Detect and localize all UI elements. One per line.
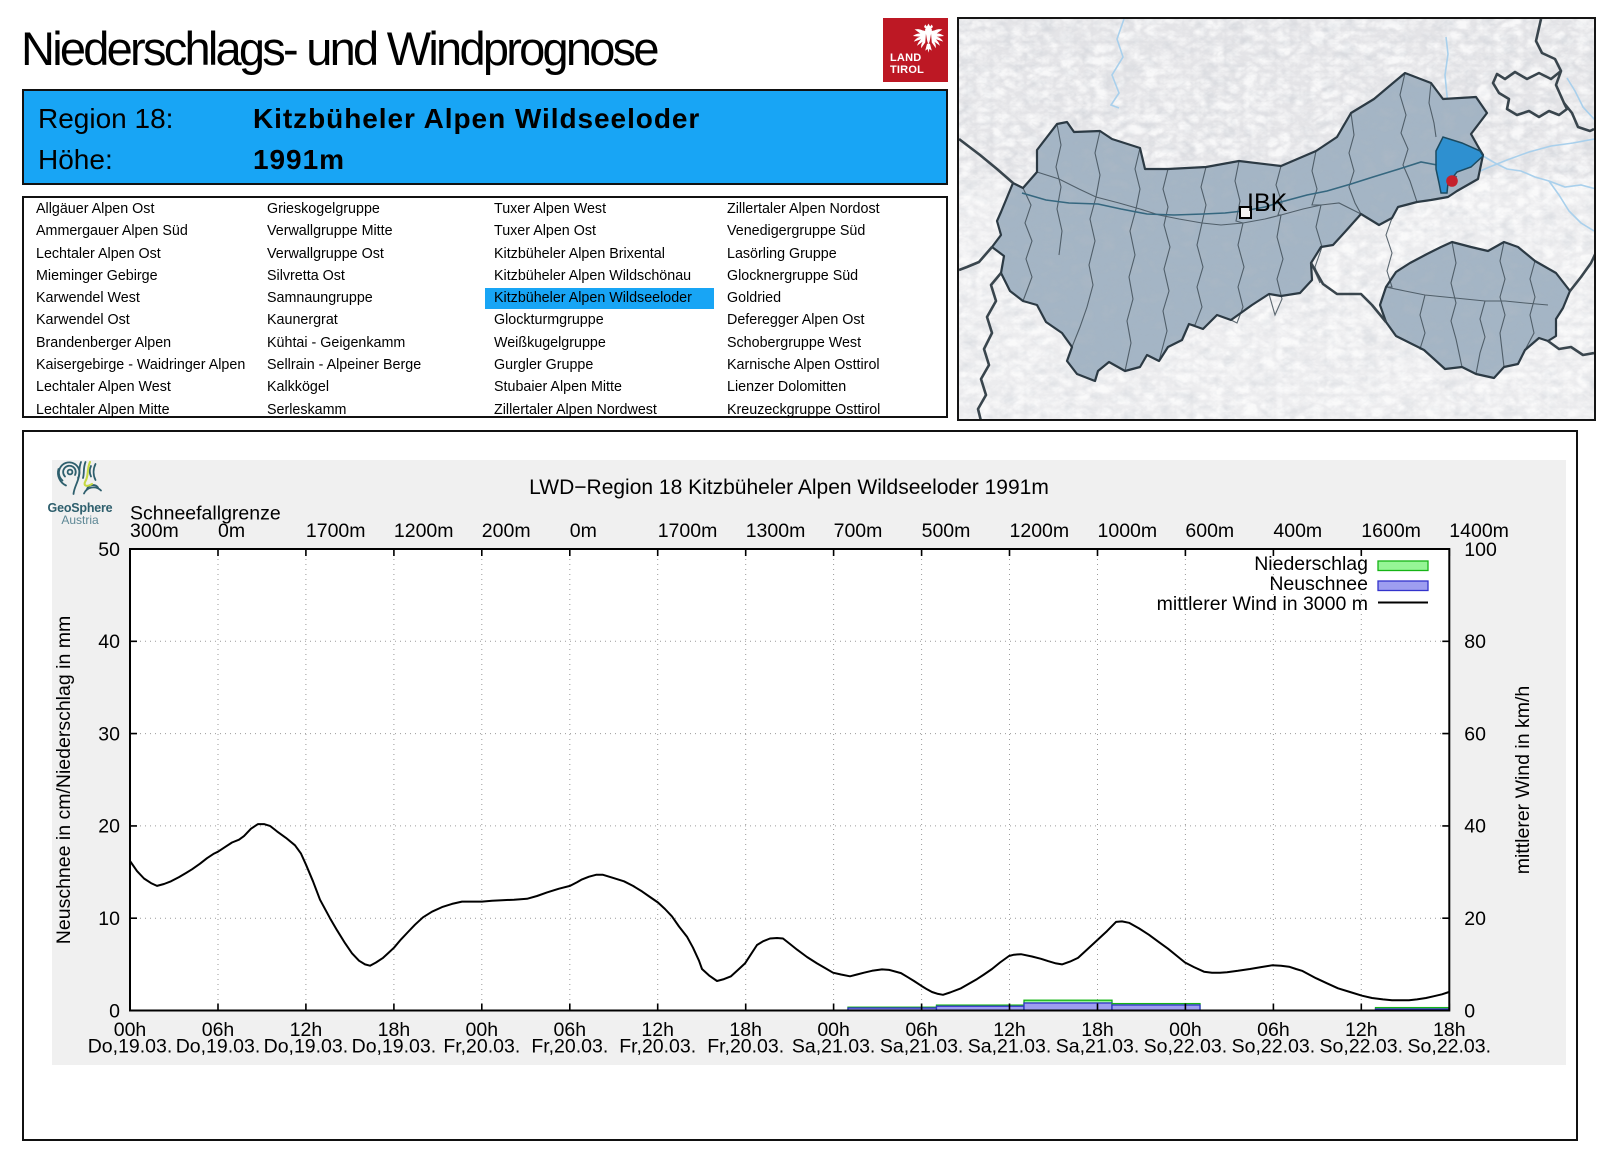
- svg-text:200m: 200m: [482, 520, 531, 542]
- svg-text:Do,19.03.: Do,19.03.: [264, 1036, 349, 1058]
- svg-text:1600m: 1600m: [1361, 520, 1421, 542]
- svg-text:Austria: Austria: [61, 513, 99, 527]
- svg-text:600m: 600m: [1185, 520, 1234, 542]
- svg-text:Neuschnee in cm/Niederschlag i: Neuschnee in cm/Niederschlag in mm: [53, 616, 75, 944]
- svg-text:00h: 00h: [1169, 1019, 1202, 1041]
- svg-text:1400m: 1400m: [1449, 520, 1509, 542]
- svg-text:12h: 12h: [1345, 1019, 1378, 1041]
- svg-text:00h: 00h: [466, 1019, 499, 1041]
- svg-text:Sa,21.03.: Sa,21.03.: [1056, 1036, 1139, 1058]
- svg-text:So,22.03.: So,22.03.: [1408, 1036, 1491, 1058]
- svg-text:12h: 12h: [641, 1019, 674, 1041]
- svg-text:300m: 300m: [130, 520, 179, 542]
- svg-text:Sa,21.03.: Sa,21.03.: [792, 1036, 875, 1058]
- svg-text:50: 50: [98, 539, 120, 561]
- svg-text:Fr,20.03.: Fr,20.03.: [707, 1036, 784, 1058]
- svg-text:GeoSphere: GeoSphere: [48, 501, 113, 515]
- svg-text:0m: 0m: [218, 520, 245, 542]
- svg-text:500m: 500m: [922, 520, 971, 542]
- svg-text:mittlerer Wind in 3000 m: mittlerer Wind in 3000 m: [1157, 593, 1368, 615]
- svg-text:1700m: 1700m: [658, 520, 718, 542]
- svg-text:So,22.03.: So,22.03.: [1232, 1036, 1315, 1058]
- svg-text:Fr,20.03.: Fr,20.03.: [531, 1036, 608, 1058]
- svg-text:Fr,20.03.: Fr,20.03.: [619, 1036, 696, 1058]
- svg-text:Schneefallgrenze: Schneefallgrenze: [130, 503, 281, 525]
- svg-text:LWD−Region 18 Kitzbüheler Alpe: LWD−Region 18 Kitzbüheler Alpen Wildseel…: [529, 476, 1049, 499]
- svg-text:Do,19.03.: Do,19.03.: [352, 1036, 437, 1058]
- svg-text:1300m: 1300m: [746, 520, 806, 542]
- svg-text:Neuschnee: Neuschnee: [1269, 573, 1368, 595]
- svg-text:So,22.03.: So,22.03.: [1320, 1036, 1403, 1058]
- svg-text:1200m: 1200m: [394, 520, 454, 542]
- svg-text:0: 0: [109, 1000, 120, 1022]
- svg-text:Niederschlag: Niederschlag: [1254, 553, 1368, 575]
- svg-text:00h: 00h: [114, 1019, 147, 1041]
- svg-text:1700m: 1700m: [306, 520, 366, 542]
- svg-text:06h: 06h: [905, 1019, 938, 1041]
- svg-text:80: 80: [1464, 631, 1486, 653]
- svg-text:00h: 00h: [817, 1019, 850, 1041]
- svg-text:Sa,21.03.: Sa,21.03.: [968, 1036, 1051, 1058]
- svg-text:Do,19.03.: Do,19.03.: [176, 1036, 261, 1058]
- svg-text:06h: 06h: [202, 1019, 235, 1041]
- svg-text:400m: 400m: [1273, 520, 1322, 542]
- svg-text:18h: 18h: [1081, 1019, 1114, 1041]
- svg-text:So,22.03.: So,22.03.: [1144, 1036, 1227, 1058]
- svg-text:40: 40: [1464, 816, 1486, 838]
- svg-text:100: 100: [1464, 539, 1497, 561]
- svg-text:Sa,21.03.: Sa,21.03.: [880, 1036, 963, 1058]
- svg-text:20: 20: [98, 816, 120, 838]
- svg-text:IBK: IBK: [1247, 189, 1288, 217]
- svg-text:30: 30: [98, 723, 120, 745]
- svg-text:10: 10: [98, 908, 120, 930]
- svg-text:700m: 700m: [834, 520, 883, 542]
- svg-text:06h: 06h: [554, 1019, 587, 1041]
- svg-text:18h: 18h: [1433, 1019, 1466, 1041]
- svg-text:40: 40: [98, 631, 120, 653]
- svg-text:Do,19.03.: Do,19.03.: [88, 1036, 173, 1058]
- svg-text:12h: 12h: [993, 1019, 1026, 1041]
- svg-text:18h: 18h: [729, 1019, 762, 1041]
- svg-text:18h: 18h: [378, 1019, 411, 1041]
- svg-text:Fr,20.03.: Fr,20.03.: [443, 1036, 520, 1058]
- svg-text:0m: 0m: [570, 520, 597, 542]
- svg-text:20: 20: [1464, 908, 1486, 930]
- svg-text:60: 60: [1464, 723, 1486, 745]
- svg-text:1200m: 1200m: [1010, 520, 1070, 542]
- svg-text:mittlerer Wind in km/h: mittlerer Wind in km/h: [1512, 686, 1534, 875]
- svg-text:1000m: 1000m: [1098, 520, 1158, 542]
- svg-text:12h: 12h: [290, 1019, 323, 1041]
- svg-text:0: 0: [1464, 1000, 1475, 1022]
- svg-text:06h: 06h: [1257, 1019, 1290, 1041]
